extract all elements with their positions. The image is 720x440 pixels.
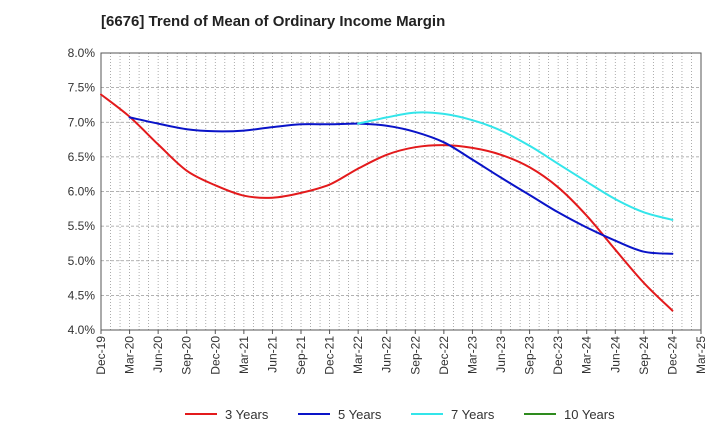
x-tick-label: Jun-21 <box>265 336 279 373</box>
series-line-5-years <box>128 116 674 255</box>
series-line-3-years <box>100 93 674 312</box>
y-tick-label: 5.5% <box>68 219 96 233</box>
y-tick-label: 5.0% <box>68 254 96 268</box>
x-tick-label: Dec-23 <box>551 336 565 375</box>
x-tick-label: Jun-24 <box>608 336 622 373</box>
y-tick-label: 8.0% <box>68 46 96 60</box>
x-tick-label: Mar-24 <box>580 336 594 374</box>
x-tick-label: Jun-22 <box>380 336 394 373</box>
x-tick-label: Dec-20 <box>208 336 222 375</box>
x-tick-label: Sep-22 <box>408 336 422 375</box>
x-tick-label: Mar-25 <box>694 336 708 374</box>
x-tick-label: Mar-21 <box>237 336 251 374</box>
x-tick-label: Jun-23 <box>494 336 508 373</box>
x-tick-label: Sep-24 <box>637 336 651 375</box>
x-tick-label: Dec-22 <box>437 336 451 375</box>
x-tick-label: Mar-23 <box>465 336 479 374</box>
x-tick-label: Mar-20 <box>123 336 137 374</box>
y-tick-label: 7.5% <box>68 81 96 95</box>
legend-label-3-years: 3 Years <box>225 407 269 422</box>
x-tick-label: Mar-22 <box>351 336 365 374</box>
legend-label-10-years: 10 Years <box>564 407 615 422</box>
x-tick-label: Dec-19 <box>94 336 108 375</box>
legend-label-7-years: 7 Years <box>451 407 495 422</box>
x-tick-label: Sep-21 <box>294 336 308 375</box>
x-tick-label: Sep-20 <box>180 336 194 375</box>
y-tick-label: 7.0% <box>68 115 96 129</box>
series-line-7-years <box>357 111 674 221</box>
legend-label-5-years: 5 Years <box>338 407 382 422</box>
chart-title: [6676] Trend of Mean of Ordinary Income … <box>101 13 446 30</box>
x-tick-label: Sep-23 <box>523 336 537 375</box>
y-tick-label: 6.5% <box>68 150 96 164</box>
plot-border <box>100 52 702 331</box>
y-tick-label: 4.5% <box>68 288 96 302</box>
y-tick-label: 6.0% <box>68 185 96 199</box>
x-tick-label: Jun-20 <box>151 336 165 373</box>
y-tick-label: 4.0% <box>68 323 96 337</box>
x-tick-label: Dec-24 <box>665 336 679 375</box>
x-tick-label: Dec-21 <box>323 336 337 375</box>
